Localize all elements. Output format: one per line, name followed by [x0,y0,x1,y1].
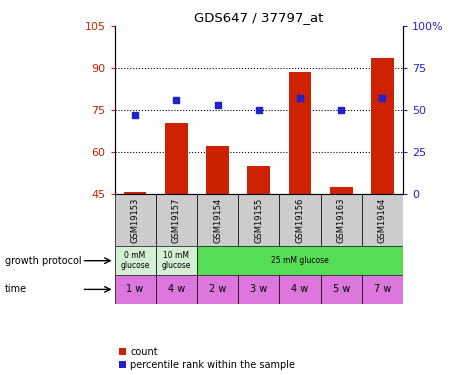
Text: 3 w: 3 w [250,284,267,294]
Bar [114,275,156,304]
Text: 4 w: 4 w [168,284,185,294]
Point [214,102,221,108]
Bar [238,194,279,246]
Text: time: time [5,284,27,294]
Text: 7 w: 7 w [374,284,391,294]
Point [173,97,180,103]
Bar [165,123,188,194]
Point [296,95,304,101]
Bar [156,194,197,246]
Bar [321,275,362,304]
Text: 5 w: 5 w [333,284,350,294]
Bar [289,72,311,194]
Bar [279,194,321,246]
Text: GSM19164: GSM19164 [378,197,387,243]
Point [338,107,345,113]
Text: GSM19156: GSM19156 [295,197,305,243]
Bar [247,166,270,194]
Text: 4 w: 4 w [291,284,309,294]
Text: GSM19154: GSM19154 [213,197,222,243]
Title: GDS647 / 37797_at: GDS647 / 37797_at [194,11,323,24]
Text: GSM19153: GSM19153 [131,197,140,243]
Text: 25 mM glucose: 25 mM glucose [271,256,329,265]
Point [255,107,262,113]
Text: 2 w: 2 w [209,284,226,294]
Text: 10 mM
glucose: 10 mM glucose [162,251,191,270]
Bar [330,187,353,194]
Point [131,112,139,118]
Bar [197,275,238,304]
Bar [114,194,156,246]
Text: GSM19155: GSM19155 [254,197,263,243]
Bar [124,192,147,194]
Bar [197,194,238,246]
Bar [197,246,403,275]
Bar [156,246,197,275]
Bar [279,275,321,304]
Text: GSM19157: GSM19157 [172,197,181,243]
Bar [114,246,156,275]
Bar [238,275,279,304]
Point [379,95,386,101]
Legend: count, percentile rank within the sample: count, percentile rank within the sample [120,347,295,370]
Bar [321,194,362,246]
Text: growth protocol: growth protocol [5,256,81,266]
Bar [206,146,229,194]
Text: GSM19163: GSM19163 [337,197,346,243]
Bar [371,58,394,194]
Text: 0 mM
glucose: 0 mM glucose [120,251,150,270]
Bar [362,194,403,246]
Text: 1 w: 1 w [126,284,144,294]
Bar [156,275,197,304]
Bar [362,275,403,304]
